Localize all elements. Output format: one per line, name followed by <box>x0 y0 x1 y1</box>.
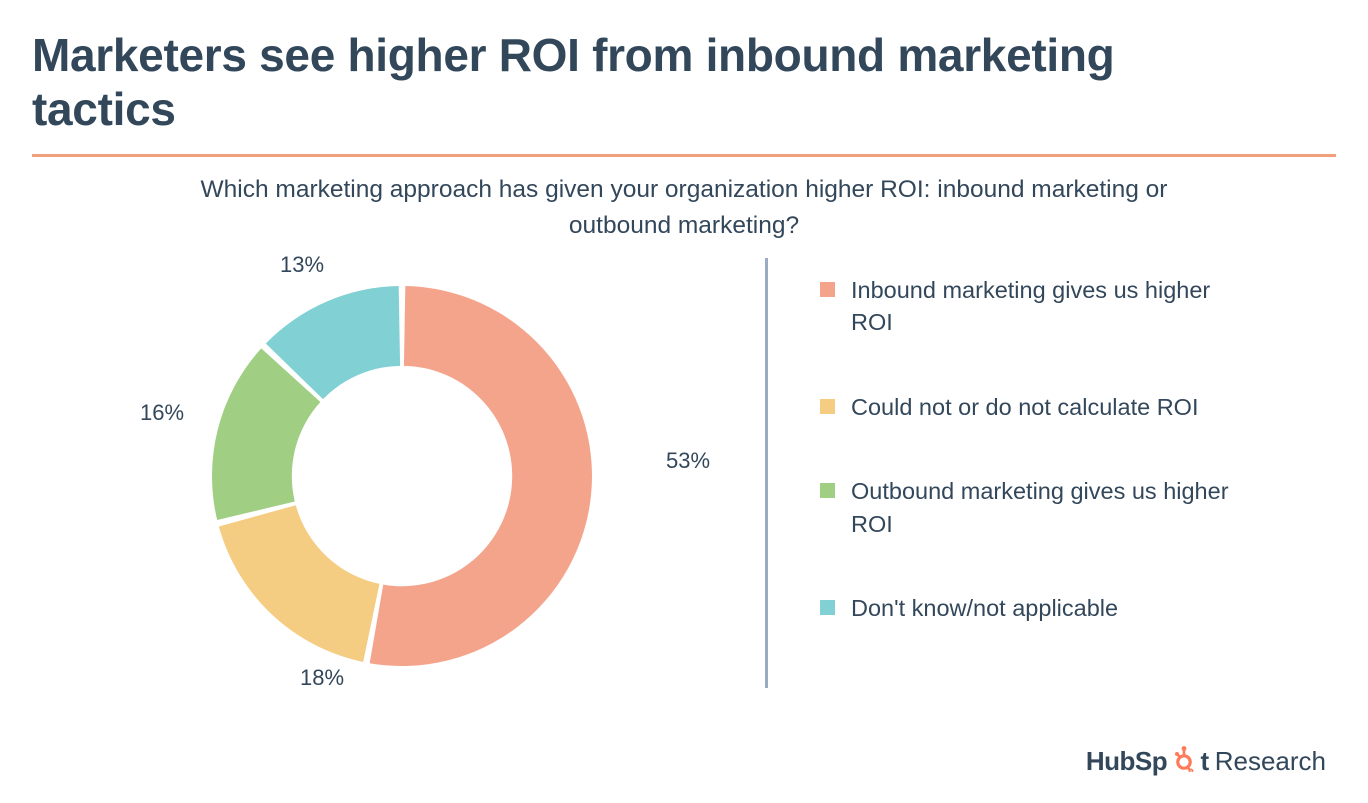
donut-slice <box>219 505 380 662</box>
pct-label: 13% <box>280 252 324 278</box>
legend-swatch <box>820 600 835 615</box>
pct-label: 18% <box>300 665 344 691</box>
vertical-divider <box>765 258 768 688</box>
donut-slice <box>370 286 592 666</box>
legend-label: Could not or do not calculate ROI <box>851 391 1198 423</box>
chart-title: Marketers see higher ROI from inbound ma… <box>32 28 1132 137</box>
legend-label: Inbound marketing gives us higher ROI <box>851 274 1231 339</box>
legend-item: Outbound marketing gives us higher ROI <box>820 475 1340 540</box>
donut-chart <box>120 252 660 732</box>
legend-label: Don't know/not applicable <box>851 592 1118 624</box>
pct-label: 16% <box>140 400 184 426</box>
title-rule <box>32 154 1336 157</box>
pct-label: 53% <box>666 448 710 474</box>
hubspot-research-logo: HubSp t Research <box>1086 746 1326 777</box>
legend-swatch <box>820 282 835 297</box>
chart-subtitle: Which marketing approach has given your … <box>0 172 1368 243</box>
legend-label: Outbound marketing gives us higher ROI <box>851 475 1231 540</box>
legend-swatch <box>820 399 835 414</box>
legend: Inbound marketing gives us higher ROI Cou… <box>820 274 1340 677</box>
legend-item: Could not or do not calculate ROI <box>820 391 1340 423</box>
legend-swatch <box>820 483 835 498</box>
legend-item: Don't know/not applicable <box>820 592 1340 624</box>
legend-item: Inbound marketing gives us higher ROI <box>820 274 1340 339</box>
